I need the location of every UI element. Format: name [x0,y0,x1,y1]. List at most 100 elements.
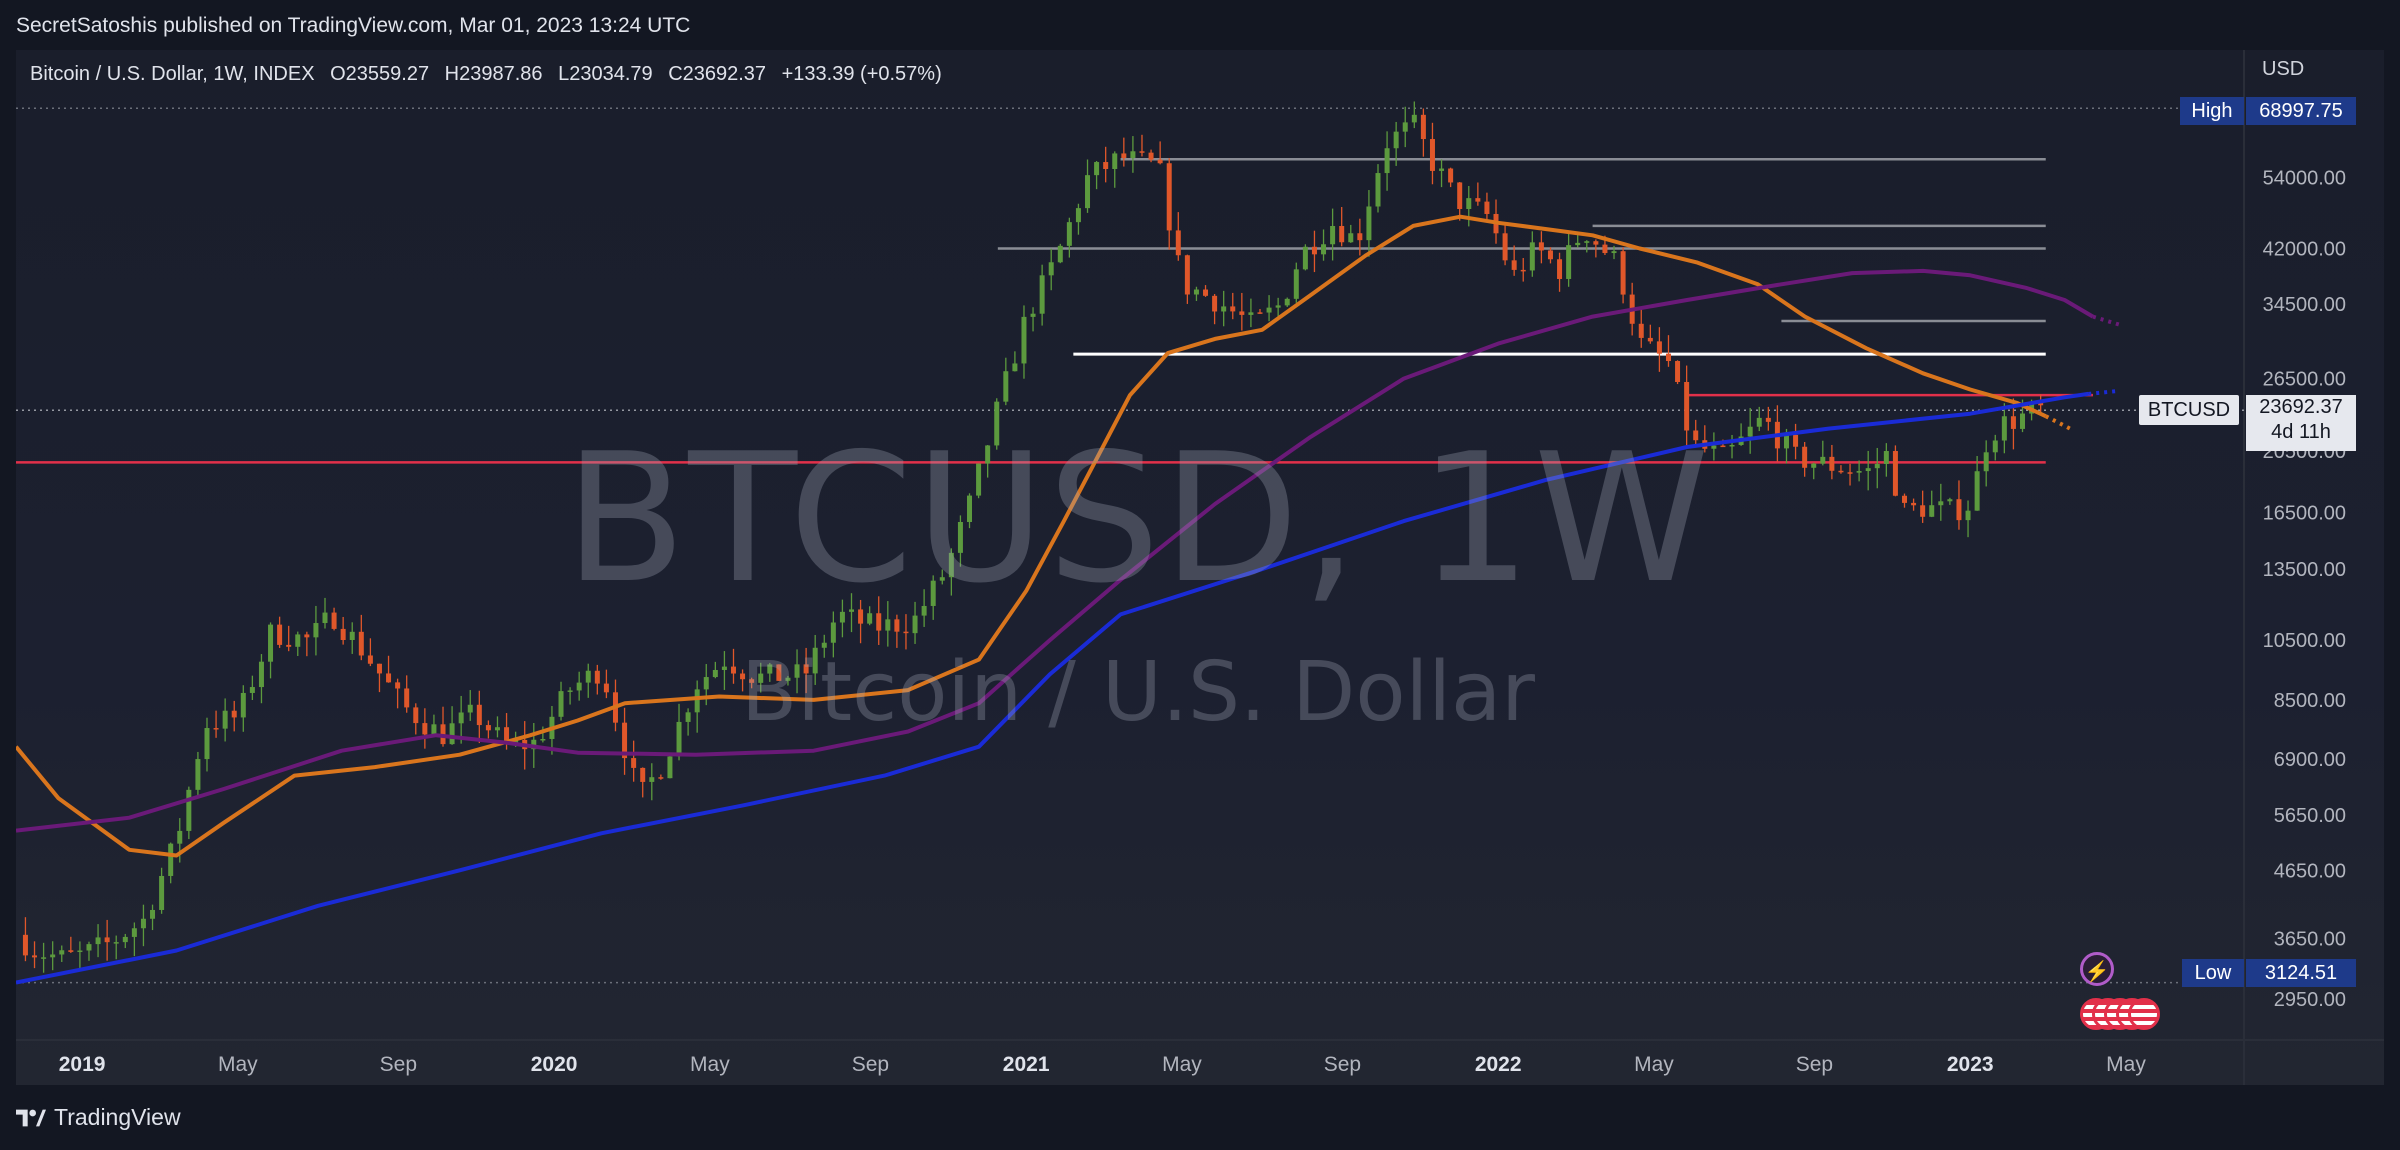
candle-body [1901,495,1907,503]
candle-body [1566,245,1572,279]
x-tick-label: May [690,1053,730,1076]
candle-body [1865,468,1871,472]
y-tick-label: 4650.00 [2274,860,2346,882]
legend-open: O23559.27 [330,63,430,85]
candle-body [1883,451,1889,464]
candle-body [1838,470,1844,473]
candle-body [939,577,945,581]
candle-body [1829,456,1835,471]
economic-event-icon[interactable] [2128,998,2160,1030]
candle-body [1675,361,1681,382]
candle-body [767,664,773,674]
candle-body [1765,417,1771,422]
chart-area[interactable]: 54000.00 42000.00 34500.00 26500.00 20500.00… [16,50,2384,1085]
candle-body [168,843,174,876]
candle-body [930,580,936,606]
candle-body [404,688,410,708]
candle-body [540,738,546,741]
candle-body [1030,313,1036,317]
candle-body [603,683,609,693]
y-tick-label: 34500.00 [2263,294,2346,316]
currency-label[interactable]: USD [2262,58,2305,80]
candle-body [1257,312,1263,314]
candle-body [1284,298,1290,306]
candle-body [150,909,156,919]
candle-body [658,777,664,779]
lightning-icon[interactable]: ⚡ [2080,952,2114,986]
candle-body [2001,416,2007,441]
candle-body [68,950,74,952]
x-tick-label: May [218,1053,258,1076]
candle-body [985,445,991,464]
candle-body [649,777,655,782]
candle-body [1965,510,1971,521]
candle-body [186,789,192,831]
candle-body [386,673,392,683]
x-tick-label: Sep [380,1053,417,1076]
legend-symbol: Bitcoin / U.S. Dollar, 1W, INDEX [30,63,315,85]
candle-body [1221,306,1227,312]
publish-line: SecretSatoshis published on TradingView.… [16,14,691,37]
y-tick-label: 3650.00 [2274,929,2346,951]
candle-body [1511,260,1517,270]
candle-body [1602,244,1608,254]
candle-body [1039,275,1045,314]
y-tick-label: 8500.00 [2274,690,2346,712]
footer [0,1092,2400,1150]
candle-body [59,950,65,955]
candle-body [558,691,564,717]
candle-body [1747,426,1753,437]
candle-body [476,704,482,726]
last-price-value: 23692.37 [2259,396,2343,418]
candle-body [1366,206,1372,241]
legend-low: L23034.79 [558,63,653,85]
candle-body [395,682,401,689]
y-tick-label: 16500.00 [2263,502,2346,524]
candle-body [867,613,873,624]
candle-body [1175,230,1181,256]
ohlc-legend[interactable]: Bitcoin / U.S. Dollar, 1W, INDEX O23559.… [30,63,952,86]
candle-body [104,937,110,943]
moving-average-line [16,268,2094,833]
candle-body [1520,269,1526,272]
candle-body [213,728,219,730]
tradingview-brand[interactable]: TradingView [16,1104,181,1131]
candle-body [1239,311,1245,315]
candle-body [277,624,283,645]
x-tick-label: 2023 [1947,1053,1994,1076]
x-tick-label: Sep [852,1053,889,1076]
candle-body [1130,151,1136,159]
candle-body [712,669,718,678]
symbol-price-tag: BTCUSD [2139,395,2239,425]
candle-body [1302,246,1308,270]
candle-body [2010,416,2016,429]
y-tick-label: 10500.00 [2263,630,2346,652]
y-tick-label: 13500.00 [2263,559,2346,581]
y-tick-label: 26500.00 [2263,369,2346,391]
candle-body [485,725,491,731]
candle-body [1439,168,1445,171]
x-tick-label: 2021 [1003,1053,1050,1076]
moving-average-line [16,214,2047,858]
legend-change: +133.39 (+0.57%) [781,63,942,85]
candle-body [894,619,900,632]
candle-body [32,955,38,958]
chart-canvas[interactable]: 54000.0042000.0034500.0026500.0020500.00… [16,50,2384,1085]
candle-body [1920,505,1926,517]
candle-body [631,758,637,768]
candle-body [1411,114,1417,123]
candle-body [449,723,455,745]
candle-body [1502,233,1508,261]
candle-body [1811,463,1817,468]
candle-body [1085,175,1091,209]
candle-body [340,628,346,640]
candle-body [513,739,519,743]
candle-body [1402,122,1408,132]
us-flag-icon[interactable] [2080,998,2160,1032]
candle-body [1184,255,1190,295]
candle-body [1003,371,1009,402]
x-tick-label: 2019 [59,1053,106,1076]
legend-close: C23692.37 [668,63,767,85]
moving-average-projection [2044,414,2075,433]
candle-body [1892,451,1898,496]
